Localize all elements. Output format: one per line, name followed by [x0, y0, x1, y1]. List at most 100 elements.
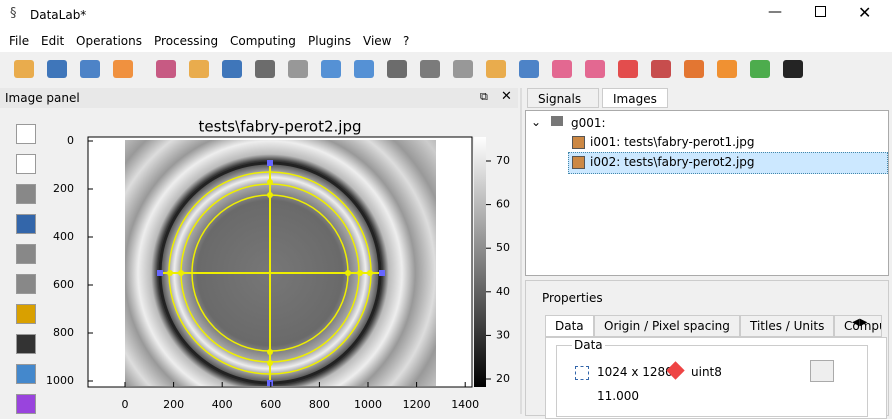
toolbar — [0, 53, 892, 85]
colorbar-tick-label: 40 — [496, 285, 510, 298]
tool-button[interactable] — [16, 394, 36, 414]
tree-item[interactable]: i002: tests\fabry-perot2.jpg — [590, 155, 755, 169]
toolbar-button[interactable] — [486, 60, 506, 78]
float-button[interactable]: ⧉ — [480, 90, 488, 103]
close[interactable]: ✕ — [858, 3, 872, 22]
menu-item[interactable]: Operations — [76, 34, 142, 48]
toolbar-button[interactable] — [420, 60, 440, 78]
toolbar-button[interactable] — [651, 60, 671, 78]
property-tab[interactable]: Data — [545, 315, 594, 337]
toolbar-button[interactable] — [47, 60, 67, 78]
panel-tab[interactable]: Signals — [527, 88, 599, 108]
toolbar-button[interactable] — [255, 60, 275, 78]
toolbar-button[interactable] — [113, 60, 133, 78]
toolbar-button[interactable] — [585, 60, 605, 78]
tree-view: ⌄ g001: i001: tests\fabry-perot1.jpg i002… — [525, 110, 889, 276]
toolbar-button[interactable] — [750, 60, 770, 78]
toolbar-button[interactable] — [14, 60, 34, 78]
tool-button[interactable] — [16, 154, 36, 174]
toolbar-button[interactable] — [189, 60, 209, 78]
menu-item[interactable]: File — [9, 34, 30, 48]
property-tab[interactable]: Titles / Units — [740, 315, 835, 337]
edit-button[interactable] — [810, 360, 834, 382]
colorbar-tick-label: 30 — [496, 328, 510, 341]
tool-button[interactable] — [16, 214, 36, 234]
menu-item[interactable]: Computing — [230, 34, 296, 48]
y-tick-label: 800 — [53, 326, 74, 339]
toolbar-button[interactable] — [453, 60, 473, 78]
y-tick-label: 0 — [67, 134, 74, 147]
x-tick-label: 1000 — [354, 398, 382, 411]
menu-item[interactable]: Edit — [41, 34, 65, 48]
group-label[interactable]: g001: — [571, 116, 606, 130]
menu-item[interactable]: ? — [403, 34, 410, 48]
menu-item[interactable]: View — [363, 34, 392, 48]
size-label: 1024 x 1280 — [597, 365, 673, 379]
x-tick-label: 400 — [212, 398, 233, 411]
panel-header: Image panel ⧉ ✕ — [0, 88, 518, 108]
property-tab[interactable]: Origin / Pixel spacing — [594, 315, 740, 337]
panel-tab[interactable]: Images — [602, 88, 668, 108]
x-tick-label: 1200 — [403, 398, 431, 411]
selection — [568, 152, 888, 174]
toolbar-button[interactable] — [684, 60, 704, 78]
colorbar-tick-label: 60 — [496, 198, 510, 211]
panel-title: Image panel — [5, 91, 80, 105]
toolbar-button[interactable] — [717, 60, 737, 78]
y-tick-label: 400 — [53, 230, 74, 243]
tool-button[interactable] — [16, 304, 36, 324]
data-group: Data 1024 x 1280 uint8 11.000 — [556, 338, 868, 417]
toolbar-button[interactable] — [222, 60, 242, 78]
colorbar-tick-label: 50 — [496, 241, 510, 254]
tool-button[interactable] — [16, 124, 36, 144]
y-tick-label: 600 — [53, 278, 74, 291]
toolbar-button[interactable] — [80, 60, 100, 78]
item-icon — [572, 156, 585, 169]
toolbar-button[interactable] — [288, 60, 308, 78]
dtype-label: uint8 — [691, 365, 722, 379]
window-title: DataLab* — [30, 8, 87, 22]
tool-button[interactable] — [16, 334, 36, 354]
value-label: 11.000 — [597, 389, 639, 403]
tree-item[interactable]: i001: tests\fabry-perot1.jpg — [590, 135, 755, 149]
toolbar-button[interactable] — [519, 60, 539, 78]
maximize[interactable] — [815, 6, 826, 17]
tab-scroll[interactable]: ◀▶ — [852, 317, 868, 328]
y-tick-label: 200 — [53, 182, 74, 195]
y-tick-label: 1000 — [46, 374, 74, 387]
image-plot: tests\fabry-perot2.jpg 0 200 400 600 800 1000… — [46, 118, 510, 412]
tool-button[interactable] — [16, 364, 36, 384]
toolbar-button[interactable] — [618, 60, 638, 78]
properties-panel: Properties Data Origin / Pixel spacing Tit… — [525, 280, 889, 419]
tool-column — [0, 112, 45, 414]
image — [125, 140, 436, 386]
menu-item[interactable]: Plugins — [308, 34, 351, 48]
close-panel[interactable]: ✕ — [501, 89, 512, 104]
roi-handles[interactable] — [157, 160, 385, 386]
x-tick-label: 0 — [122, 398, 129, 411]
minimize[interactable]: — — [768, 4, 782, 20]
x-tick-label: 600 — [260, 398, 281, 411]
tool-button[interactable] — [16, 274, 36, 294]
menu-item[interactable]: Processing — [154, 34, 219, 48]
group-title: Data — [572, 338, 605, 352]
properties-title: Properties — [542, 291, 603, 305]
toolbar-button[interactable] — [321, 60, 341, 78]
toolbar-button[interactable] — [156, 60, 176, 78]
plot-title: tests\fabry-perot2.jpg — [198, 118, 361, 136]
tool-button[interactable] — [16, 184, 36, 204]
menu-bar: File Edit Operations Processing Computing Plu… — [0, 30, 892, 52]
item-icon — [572, 136, 585, 149]
toolbar-button[interactable] — [552, 60, 572, 78]
toolbar-button[interactable] — [387, 60, 407, 78]
title-bar: § DataLab* — ✕ — [0, 0, 892, 30]
property-tab[interactable]: Compu — [834, 315, 882, 337]
colorbar-tick-label: 70 — [496, 154, 510, 167]
x-tick-label: 1400 — [451, 398, 479, 411]
tool-button[interactable] — [16, 244, 36, 264]
colorbar — [474, 137, 486, 387]
toolbar-button[interactable] — [783, 60, 803, 78]
x-tick-label: 800 — [309, 398, 330, 411]
toolbar-button[interactable] — [354, 60, 374, 78]
